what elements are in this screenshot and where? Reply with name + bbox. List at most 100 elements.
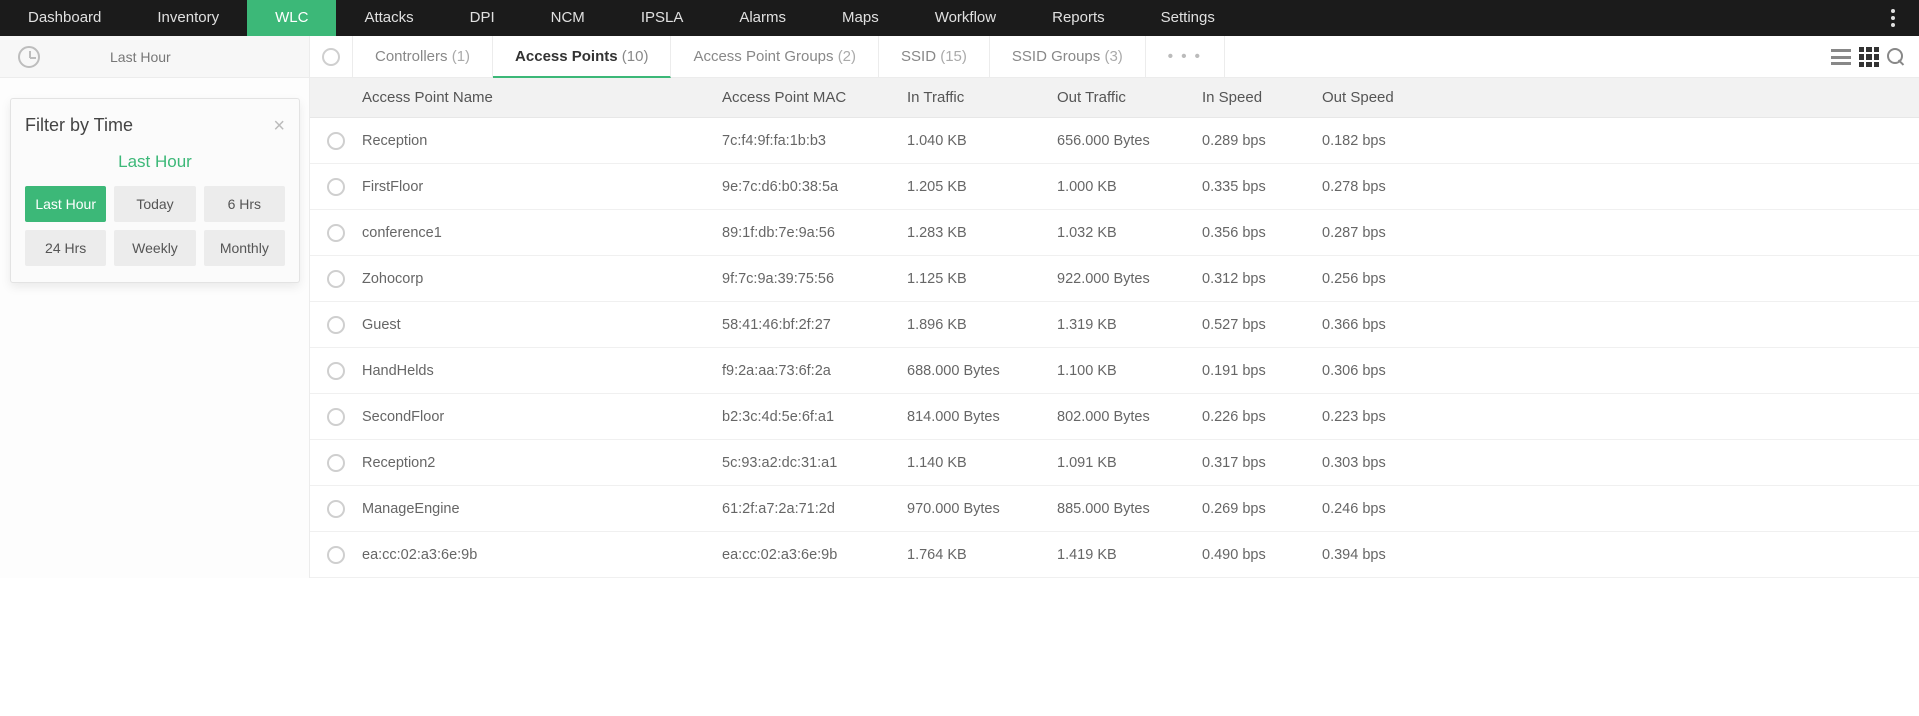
cell-in-traffic: 1.764 KB (907, 547, 1057, 563)
nav-item-attacks[interactable]: Attacks (336, 0, 441, 36)
cell-out-traffic: 656.000 Bytes (1057, 133, 1202, 149)
nav-item-inventory[interactable]: Inventory (129, 0, 247, 36)
cell-mac: 58:41:46:bf:2f:27 (722, 317, 907, 333)
radio-icon (327, 178, 345, 196)
cell-in-speed: 0.335 bps (1202, 179, 1322, 195)
cell-mac: 9f:7c:9a:39:75:56 (722, 271, 907, 287)
column-header[interactable]: In Traffic (907, 89, 1057, 106)
cell-out-traffic: 1.091 KB (1057, 455, 1202, 471)
nav-item-ipsla[interactable]: IPSLA (613, 0, 712, 36)
content-area: Controllers (1)Access Points (10)Access … (310, 36, 1919, 578)
row-radio[interactable] (310, 408, 362, 426)
row-radio[interactable] (310, 500, 362, 518)
radio-icon (327, 546, 345, 564)
table-row[interactable]: Reception25c:93:a2:dc:31:a11.140 KB1.091… (310, 440, 1919, 486)
cell-in-speed: 0.289 bps (1202, 133, 1322, 149)
cell-mac: 9e:7c:d6:b0:38:5a (722, 179, 907, 195)
table-row[interactable]: ManageEngine61:2f:a7:2a:71:2d970.000 Byt… (310, 486, 1919, 532)
cell-name: Guest (362, 317, 722, 333)
cell-in-speed: 0.490 bps (1202, 547, 1322, 563)
filter-options-grid: Last HourToday6 Hrs 24 HrsWeeklyMonthly (25, 186, 285, 266)
radio-icon (327, 316, 345, 334)
cell-name: Reception (362, 133, 722, 149)
row-radio[interactable] (310, 178, 362, 196)
column-header[interactable]: In Speed (1202, 89, 1322, 106)
row-radio[interactable] (310, 132, 362, 150)
row-radio[interactable] (310, 270, 362, 288)
filter-option-6-hrs[interactable]: 6 Hrs (204, 186, 285, 222)
nav-item-workflow[interactable]: Workflow (907, 0, 1024, 36)
cell-mac: 89:1f:db:7e:9a:56 (722, 225, 907, 241)
cell-in-traffic: 1.125 KB (907, 271, 1057, 287)
time-filter-header[interactable]: Last Hour (0, 36, 309, 78)
select-all-radio[interactable] (310, 48, 352, 66)
cell-in-traffic: 1.140 KB (907, 455, 1057, 471)
kebab-menu-icon[interactable] (1885, 0, 1901, 36)
row-radio[interactable] (310, 546, 362, 564)
radio-icon (327, 132, 345, 150)
filter-option-24-hrs[interactable]: 24 Hrs (25, 230, 106, 266)
cell-out-speed: 0.278 bps (1322, 179, 1879, 195)
nav-item-wlc[interactable]: WLC (247, 0, 336, 36)
list-view-icon[interactable] (1831, 49, 1851, 65)
tab-access-point-groups[interactable]: Access Point Groups (2) (671, 36, 879, 78)
nav-item-dashboard[interactable]: Dashboard (0, 0, 129, 36)
table-row[interactable]: Guest58:41:46:bf:2f:271.896 KB1.319 KB0.… (310, 302, 1919, 348)
nav-item-alarms[interactable]: Alarms (711, 0, 814, 36)
row-radio[interactable] (310, 362, 362, 380)
table-row[interactable]: conference189:1f:db:7e:9a:561.283 KB1.03… (310, 210, 1919, 256)
table-row[interactable]: ea:cc:02:a3:6e:9bea:cc:02:a3:6e:9b1.764 … (310, 532, 1919, 578)
tab-more[interactable]: • • • (1146, 36, 1225, 78)
column-header[interactable]: Out Traffic (1057, 89, 1202, 106)
cell-out-speed: 0.287 bps (1322, 225, 1879, 241)
left-panel: Last Hour Filter by Time × Last Hour Las… (0, 36, 310, 578)
table-row[interactable]: SecondFloorb2:3c:4d:5e:6f:a1814.000 Byte… (310, 394, 1919, 440)
cell-out-speed: 0.303 bps (1322, 455, 1879, 471)
filter-option-monthly[interactable]: Monthly (204, 230, 285, 266)
cell-in-traffic: 1.040 KB (907, 133, 1057, 149)
nav-item-ncm[interactable]: NCM (523, 0, 613, 36)
cell-in-speed: 0.312 bps (1202, 271, 1322, 287)
radio-icon (327, 408, 345, 426)
tab-label: Access Points (515, 48, 622, 65)
filter-option-today[interactable]: Today (114, 186, 195, 222)
tab-ssid[interactable]: SSID (15) (879, 36, 990, 78)
column-header[interactable]: Access Point Name (362, 89, 722, 106)
grid-view-icon[interactable] (1859, 47, 1879, 67)
nav-item-settings[interactable]: Settings (1133, 0, 1243, 36)
search-icon[interactable] (1887, 48, 1905, 66)
nav-item-dpi[interactable]: DPI (442, 0, 523, 36)
cell-mac: 7c:f4:9f:fa:1b:b3 (722, 133, 907, 149)
cell-in-traffic: 970.000 Bytes (907, 501, 1057, 517)
radio-icon (327, 270, 345, 288)
cell-in-speed: 0.527 bps (1202, 317, 1322, 333)
row-radio[interactable] (310, 316, 362, 334)
row-radio[interactable] (310, 224, 362, 242)
tab-count: (1) (452, 48, 470, 65)
nav-item-maps[interactable]: Maps (814, 0, 907, 36)
tab-label: SSID (901, 48, 940, 65)
nav-item-reports[interactable]: Reports (1024, 0, 1133, 36)
close-icon[interactable]: × (273, 116, 285, 136)
table-row[interactable]: Zohocorp9f:7c:9a:39:75:561.125 KB922.000… (310, 256, 1919, 302)
cell-out-traffic: 1.100 KB (1057, 363, 1202, 379)
cell-name: Reception2 (362, 455, 722, 471)
column-header[interactable]: Access Point MAC (722, 89, 907, 106)
radio-icon (327, 500, 345, 518)
row-radio[interactable] (310, 454, 362, 472)
tab-label: Controllers (375, 48, 452, 65)
radio-icon (322, 48, 340, 66)
tab-ssid-groups[interactable]: SSID Groups (3) (990, 36, 1146, 78)
column-header[interactable]: Out Speed (1322, 89, 1879, 106)
table-row[interactable]: FirstFloor9e:7c:d6:b0:38:5a1.205 KB1.000… (310, 164, 1919, 210)
cell-in-speed: 0.191 bps (1202, 363, 1322, 379)
filter-option-last-hour[interactable]: Last Hour (25, 186, 106, 222)
table-row[interactable]: HandHeldsf9:2a:aa:73:6f:2a688.000 Bytes1… (310, 348, 1919, 394)
filter-option-weekly[interactable]: Weekly (114, 230, 195, 266)
tab-controllers[interactable]: Controllers (1) (352, 36, 493, 78)
top-nav: DashboardInventoryWLCAttacksDPINCMIPSLAA… (0, 0, 1919, 36)
table-row[interactable]: Reception7c:f4:9f:fa:1b:b31.040 KB656.00… (310, 118, 1919, 164)
tab-access-points[interactable]: Access Points (10) (493, 36, 671, 78)
cell-out-traffic: 1.000 KB (1057, 179, 1202, 195)
cell-in-traffic: 1.205 KB (907, 179, 1057, 195)
